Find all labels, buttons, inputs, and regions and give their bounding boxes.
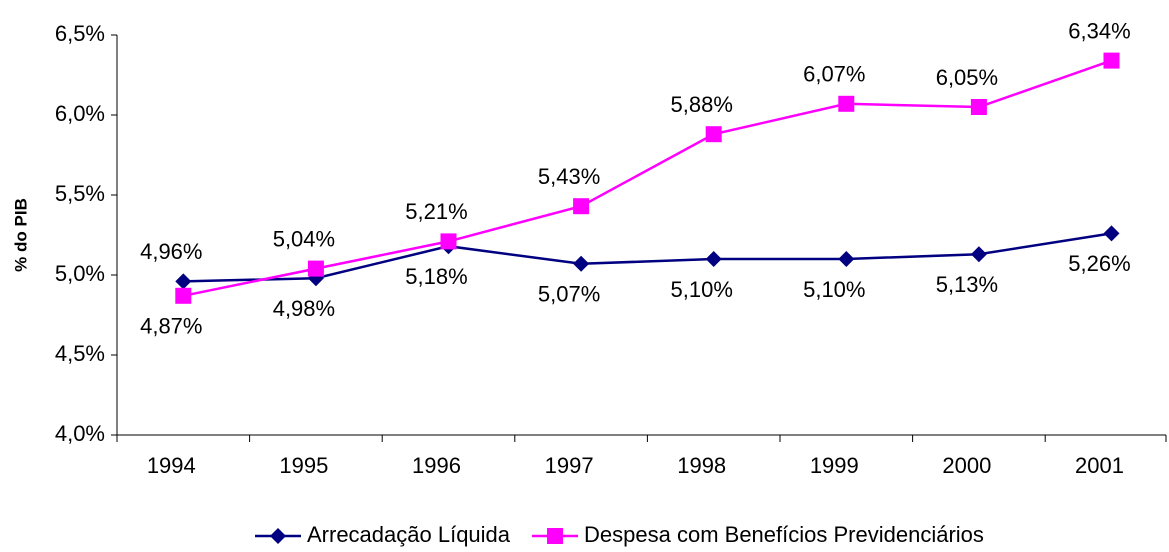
- data-label: 5,10%: [803, 277, 865, 302]
- series-line: [183, 232, 1112, 283]
- marker: [547, 528, 564, 544]
- x-tick-label: 1998: [677, 453, 726, 478]
- x-tick-label: 1997: [545, 453, 594, 478]
- x-tick-label: 1994: [147, 453, 196, 478]
- legend-label: Arrecadação Líquida: [307, 522, 511, 547]
- marker: [270, 528, 286, 544]
- data-label: 5,13%: [936, 272, 998, 297]
- y-tick-label: 4,5%: [55, 341, 105, 366]
- data-label: 4,98%: [273, 296, 335, 321]
- marker: [705, 126, 722, 143]
- marker: [1103, 52, 1120, 69]
- data-label: 5,26%: [1068, 251, 1130, 276]
- y-tick-label: 6,5%: [55, 21, 105, 46]
- data-label: 4,96%: [140, 239, 202, 264]
- data-label: 6,34%: [1068, 18, 1130, 43]
- marker: [175, 287, 192, 304]
- data-label: 5,07%: [538, 282, 600, 307]
- x-tick-label: 1996: [412, 453, 461, 478]
- marker: [307, 260, 324, 277]
- data-label: 6,07%: [803, 62, 865, 87]
- x-tick-label: 1995: [279, 453, 328, 478]
- y-tick-label: 4,0%: [55, 421, 105, 446]
- marker: [838, 251, 855, 267]
- data-label: 4,87%: [140, 314, 202, 339]
- y-axis-label: % do PIB: [11, 198, 30, 272]
- marker: [1103, 225, 1120, 242]
- data-label: 5,21%: [405, 199, 467, 224]
- marker: [175, 273, 192, 290]
- legend-label: Despesa com Benefícios Previdenciários: [584, 522, 984, 547]
- marker: [970, 246, 987, 263]
- marker: [970, 99, 987, 115]
- marker: [838, 95, 855, 112]
- x-tick-label: 2000: [942, 453, 991, 478]
- y-tick-label: 6,0%: [55, 101, 105, 126]
- y-tick-label: 5,0%: [55, 261, 105, 286]
- data-label: 5,10%: [671, 277, 733, 302]
- marker: [440, 233, 457, 250]
- marker: [573, 198, 590, 215]
- series-line: [183, 59, 1112, 298]
- x-tick-label: 1999: [810, 453, 859, 478]
- data-label: 5,43%: [538, 164, 600, 189]
- data-label: 5,88%: [671, 92, 733, 117]
- y-tick-label: 5,5%: [55, 181, 105, 206]
- data-label: 5,04%: [273, 226, 335, 251]
- marker: [705, 251, 722, 267]
- data-label: 5,18%: [405, 264, 467, 289]
- data-label: 6,05%: [936, 65, 998, 90]
- x-tick-label: 2001: [1075, 453, 1124, 478]
- marker: [573, 255, 590, 272]
